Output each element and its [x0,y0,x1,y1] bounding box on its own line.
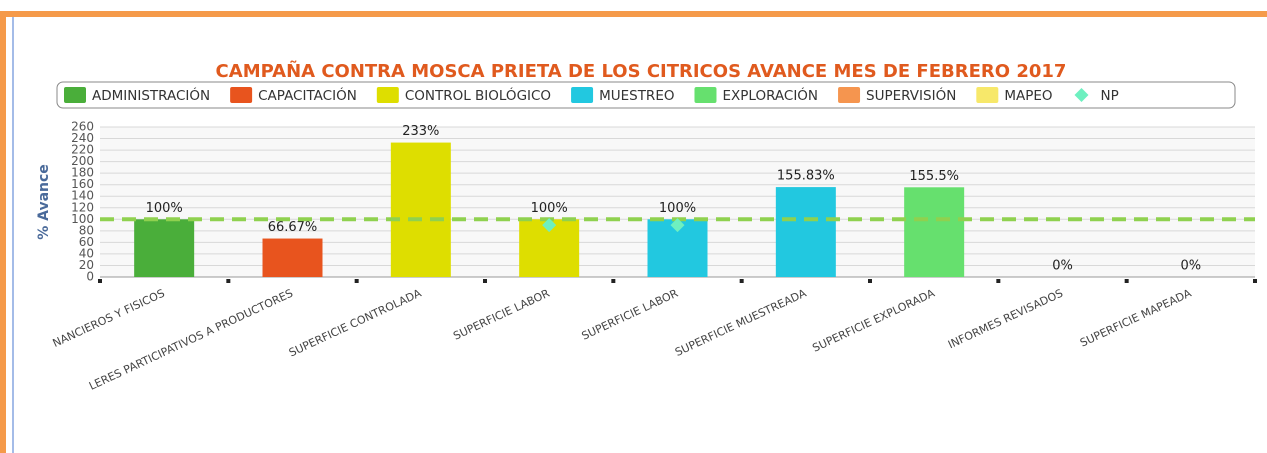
np-marker [670,218,685,233]
y-tick-label: 160 [71,177,94,191]
y-tick-label: 240 [71,131,94,145]
legend-swatch [571,87,594,103]
legend-label: MAPEO [1004,88,1052,104]
x-tick [611,279,616,283]
np-marker [542,218,557,233]
legend-swatch [64,87,86,103]
top-border [0,11,1267,17]
legend-swatch [376,87,399,103]
x-tick-label: SUPERFICIE CONTROLADA [287,286,424,359]
legend-box [56,81,1236,109]
bar [904,187,965,277]
bar [134,219,195,277]
y-tick-label: 140 [71,189,94,203]
y-tick-label: 80 [79,223,94,237]
left-border [0,11,6,453]
legend-swatch [838,87,861,103]
legend-swatch [230,87,253,103]
legend-swatch [694,87,717,103]
data-label: 100% [531,201,568,216]
data-label: 0% [1181,259,1202,274]
y-tick-label: 180 [71,166,94,180]
x-tick [996,279,1001,283]
legend-label: MUESTREO [599,88,674,104]
legend-label: SUPERVISIÓN [866,86,956,104]
y-tick-label: 120 [71,200,94,214]
x-tick-label: SUPERFICIE EXPLORADA [810,286,937,354]
y-tick-label: 200 [71,154,94,168]
x-tick-label: SUPERFICIE LABOR [451,287,552,343]
bar [390,142,451,277]
legend-label: CAPACITACIÓN [258,86,357,104]
y-tick-label: 60 [79,235,94,249]
x-tick-label: SUPERFICIE MAPEADA [1078,286,1194,349]
x-tick [226,279,231,283]
x-tick [1253,279,1257,283]
legend-label: NP [1101,88,1119,104]
data-label: 0% [1052,259,1073,274]
y-axis-label: % Avance [36,164,52,240]
legend-swatch [976,87,999,103]
legend-label: ADMINISTRACIÓN [92,86,210,104]
x-tick-label: INFORMES REVISADOS [946,287,1065,352]
y-tick-label: 100 [71,212,94,226]
x-tick [1124,279,1129,283]
legend-marker [1074,88,1089,102]
data-label: 66.67% [268,220,318,235]
y-tick-label: 20 [79,258,94,272]
data-label: 100% [659,201,696,216]
y-tick-label: 0 [86,270,94,284]
x-tick-label: LERES PARTICIPATIVOS A PRODUCTORES [87,287,295,393]
chart-title: CAMPAÑA CONTRA MOSCA PRIETA DE LOS CITRI… [216,59,1067,82]
data-label: 100% [146,201,183,216]
x-tick [483,279,487,283]
x-tick [868,279,872,283]
legend-label: CONTROL BIOLÓGICO [405,86,551,104]
data-label: 155.5% [909,169,959,184]
y-tick-label: 220 [71,143,94,157]
x-tick [98,279,102,283]
data-label: 155.83% [777,169,835,184]
bar [262,238,323,277]
legend-label: EXPLORACIÓN [722,86,818,104]
x-tick [739,279,744,283]
x-tick-label: NANCIEROS Y FISICOS [51,287,167,350]
bar [775,187,836,277]
x-tick [354,279,359,283]
x-tick-label: SUPERFICIE LABOR [580,287,681,343]
data-label: 233% [402,124,439,139]
y-tick-label: 40 [79,246,94,260]
x-tick-label: SUPERFICIE MUESTREADA [673,286,809,359]
y-tick-label: 260 [71,120,94,134]
